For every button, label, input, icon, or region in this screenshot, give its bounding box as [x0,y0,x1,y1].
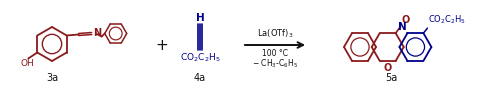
Text: H: H [196,13,204,23]
Text: N: N [92,28,101,38]
Text: 3a: 3a [46,73,58,83]
Text: 4a: 4a [194,73,206,83]
Text: O: O [384,63,392,73]
Text: $\mathsf{CO_2C_2H_5}$: $\mathsf{CO_2C_2H_5}$ [180,52,220,64]
Text: OH: OH [20,60,34,68]
Text: N: N [398,22,406,32]
Text: O: O [402,15,410,25]
Text: La(OTf)$_3$: La(OTf)$_3$ [257,28,293,40]
Text: 100 °C: 100 °C [262,49,288,58]
Text: $-$ CH$_3$-C$_6$H$_5$: $-$ CH$_3$-C$_6$H$_5$ [252,57,298,70]
Text: CO$_2$C$_2$H$_5$: CO$_2$C$_2$H$_5$ [428,14,467,26]
Text: 5a: 5a [386,73,398,83]
Text: +: + [156,38,168,52]
